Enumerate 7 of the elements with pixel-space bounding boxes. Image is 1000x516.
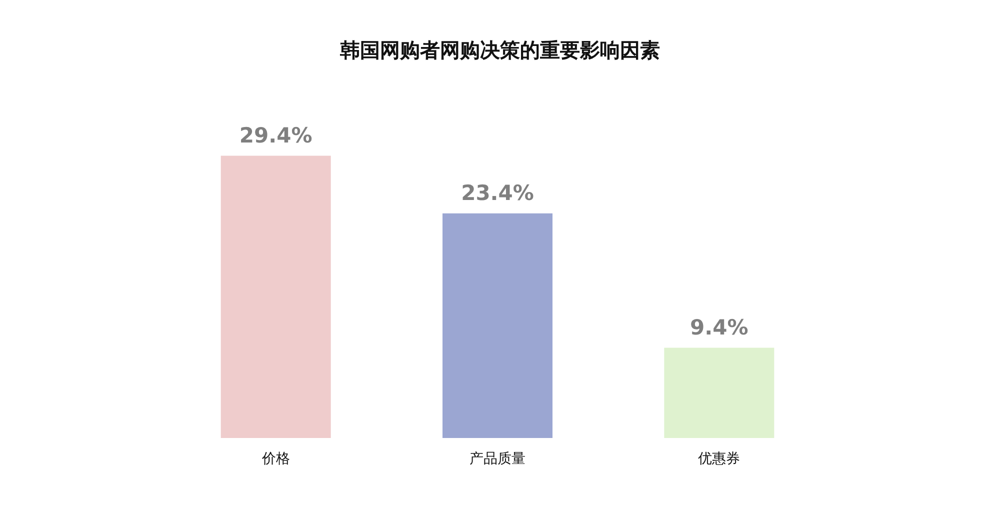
data-label: 23.4% xyxy=(461,180,534,205)
x-tick-label: 价格 xyxy=(260,451,290,467)
data-label: 9.4% xyxy=(690,315,748,340)
chart-title: 韩国网购者网购决策的重要影响因素 xyxy=(339,38,660,62)
x-tick-label: 优惠券 xyxy=(698,451,740,467)
x-tick-label: 产品质量 xyxy=(470,451,526,467)
data-label: 29.4% xyxy=(239,123,312,148)
